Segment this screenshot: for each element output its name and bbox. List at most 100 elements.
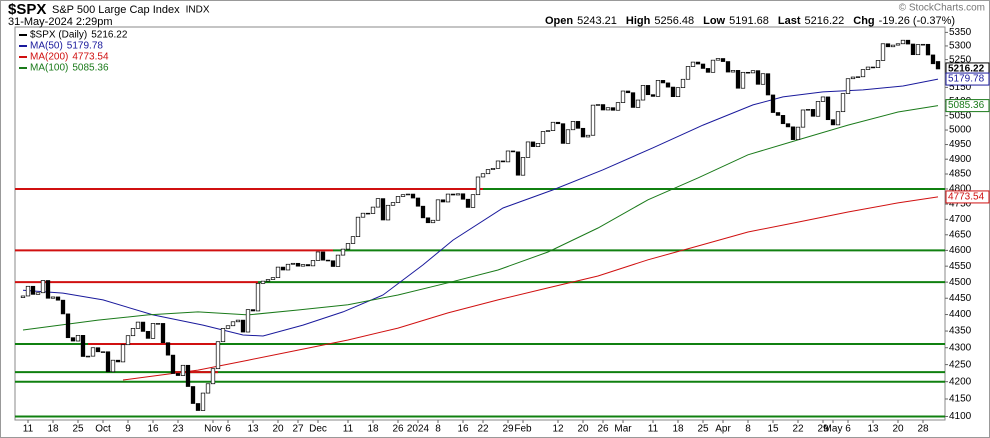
x-tick-label: 8 [745, 424, 751, 435]
candle-body [445, 193, 451, 203]
stat-label: Chg [853, 15, 874, 27]
x-tick-label: 12 [552, 424, 564, 435]
x-tick-label: 29 [502, 424, 514, 435]
candle-body [655, 80, 661, 97]
stat-label: High [626, 15, 651, 27]
candle-body [415, 197, 421, 207]
candle-body [335, 254, 341, 267]
candle-body [785, 123, 791, 128]
candle-body [580, 127, 586, 138]
candle-body [630, 92, 636, 108]
candle-body [665, 82, 671, 88]
x-tick-label: 11 [648, 424, 659, 435]
candle-body [645, 85, 651, 96]
candle-body [680, 78, 686, 89]
candle-body [705, 68, 711, 73]
candle-body [430, 219, 436, 224]
candle-body [390, 202, 396, 206]
candle-body [895, 43, 901, 46]
candle-body [910, 43, 916, 56]
x-tick-label: 22 [477, 424, 489, 435]
y-tick-label: 4350 [949, 326, 972, 337]
value-tag-box [945, 190, 990, 204]
stat-value: 5191.68 [729, 15, 769, 27]
candle-body [790, 126, 796, 140]
candle-body [610, 107, 616, 111]
candle-body [65, 313, 71, 339]
candle-body [160, 323, 166, 344]
candle-body [260, 280, 266, 284]
candle-body [750, 70, 756, 74]
candle-body [190, 386, 196, 404]
candle-body [60, 299, 66, 315]
candle-body [355, 216, 361, 237]
x-tick-label: 20 [577, 424, 589, 435]
candle-body [700, 63, 706, 69]
candle-body [285, 263, 291, 271]
value-tag: 4773.54 [948, 192, 985, 203]
candle-body [130, 328, 136, 337]
legend-value: 5085.36 [72, 63, 109, 74]
exchange: INDX [186, 5, 210, 16]
candle-body [845, 78, 851, 94]
candle-body [510, 150, 516, 153]
ma-line [122, 196, 939, 381]
y-tick-label: 4100 [949, 411, 972, 422]
candle-body [870, 66, 876, 69]
candle-body [235, 319, 241, 323]
candle-body [545, 130, 551, 132]
candle-body [120, 344, 126, 363]
x-tick-label: 8 [435, 424, 441, 435]
stat-value: -19.26 (-0.37%) [879, 15, 955, 27]
candle-body [880, 43, 886, 61]
candle-body [650, 94, 656, 97]
x-tick-label: 18 [367, 424, 379, 435]
candle-body [745, 71, 751, 74]
y-tick-label: 5300 [949, 41, 972, 52]
candle-body [395, 196, 401, 203]
candle-body [80, 335, 86, 357]
y-tick-label: 4300 [949, 342, 972, 353]
candle-body [105, 351, 111, 373]
candle-body [180, 364, 186, 376]
x-tick-label: 16 [147, 424, 159, 435]
legend-label: MA(100) [30, 63, 68, 74]
candle-body [535, 143, 541, 147]
candle-body [675, 87, 681, 98]
x-tick-label: 18 [672, 424, 684, 435]
x-tick-label: 11 [343, 424, 354, 435]
candle-body [370, 206, 376, 214]
candle-body [460, 193, 466, 200]
candle-body [615, 102, 621, 111]
x-tick-label: 9 [125, 424, 131, 435]
x-tick-label: 6 [845, 424, 851, 435]
candle-body [400, 194, 406, 197]
y-tick-label: 4550 [949, 261, 972, 272]
candle-body [450, 193, 456, 196]
candle-body [185, 364, 191, 387]
candle-body [780, 115, 786, 125]
y-tick-label: 4900 [949, 154, 972, 165]
candle-body [660, 80, 666, 84]
candle-body [835, 111, 841, 126]
y-tick-label: 4200 [949, 376, 972, 387]
candle-body [740, 71, 746, 89]
candle-body [475, 176, 481, 196]
x-tick-label: 27 [292, 424, 304, 435]
candle-body [720, 58, 726, 62]
candle-body [635, 99, 641, 108]
x-tick-label: 18 [47, 424, 59, 435]
candle-body [200, 392, 206, 411]
candle-body [20, 295, 26, 298]
y-tick-label: 4400 [949, 309, 972, 320]
candle-body [550, 121, 556, 131]
stat-label: Low [703, 15, 725, 27]
candle-body [215, 341, 221, 370]
candle-body [515, 151, 521, 176]
candle-body [725, 61, 731, 73]
candle-body [175, 373, 181, 376]
candle-body [905, 39, 911, 45]
candle-body [865, 66, 871, 70]
candle-body [830, 119, 836, 126]
